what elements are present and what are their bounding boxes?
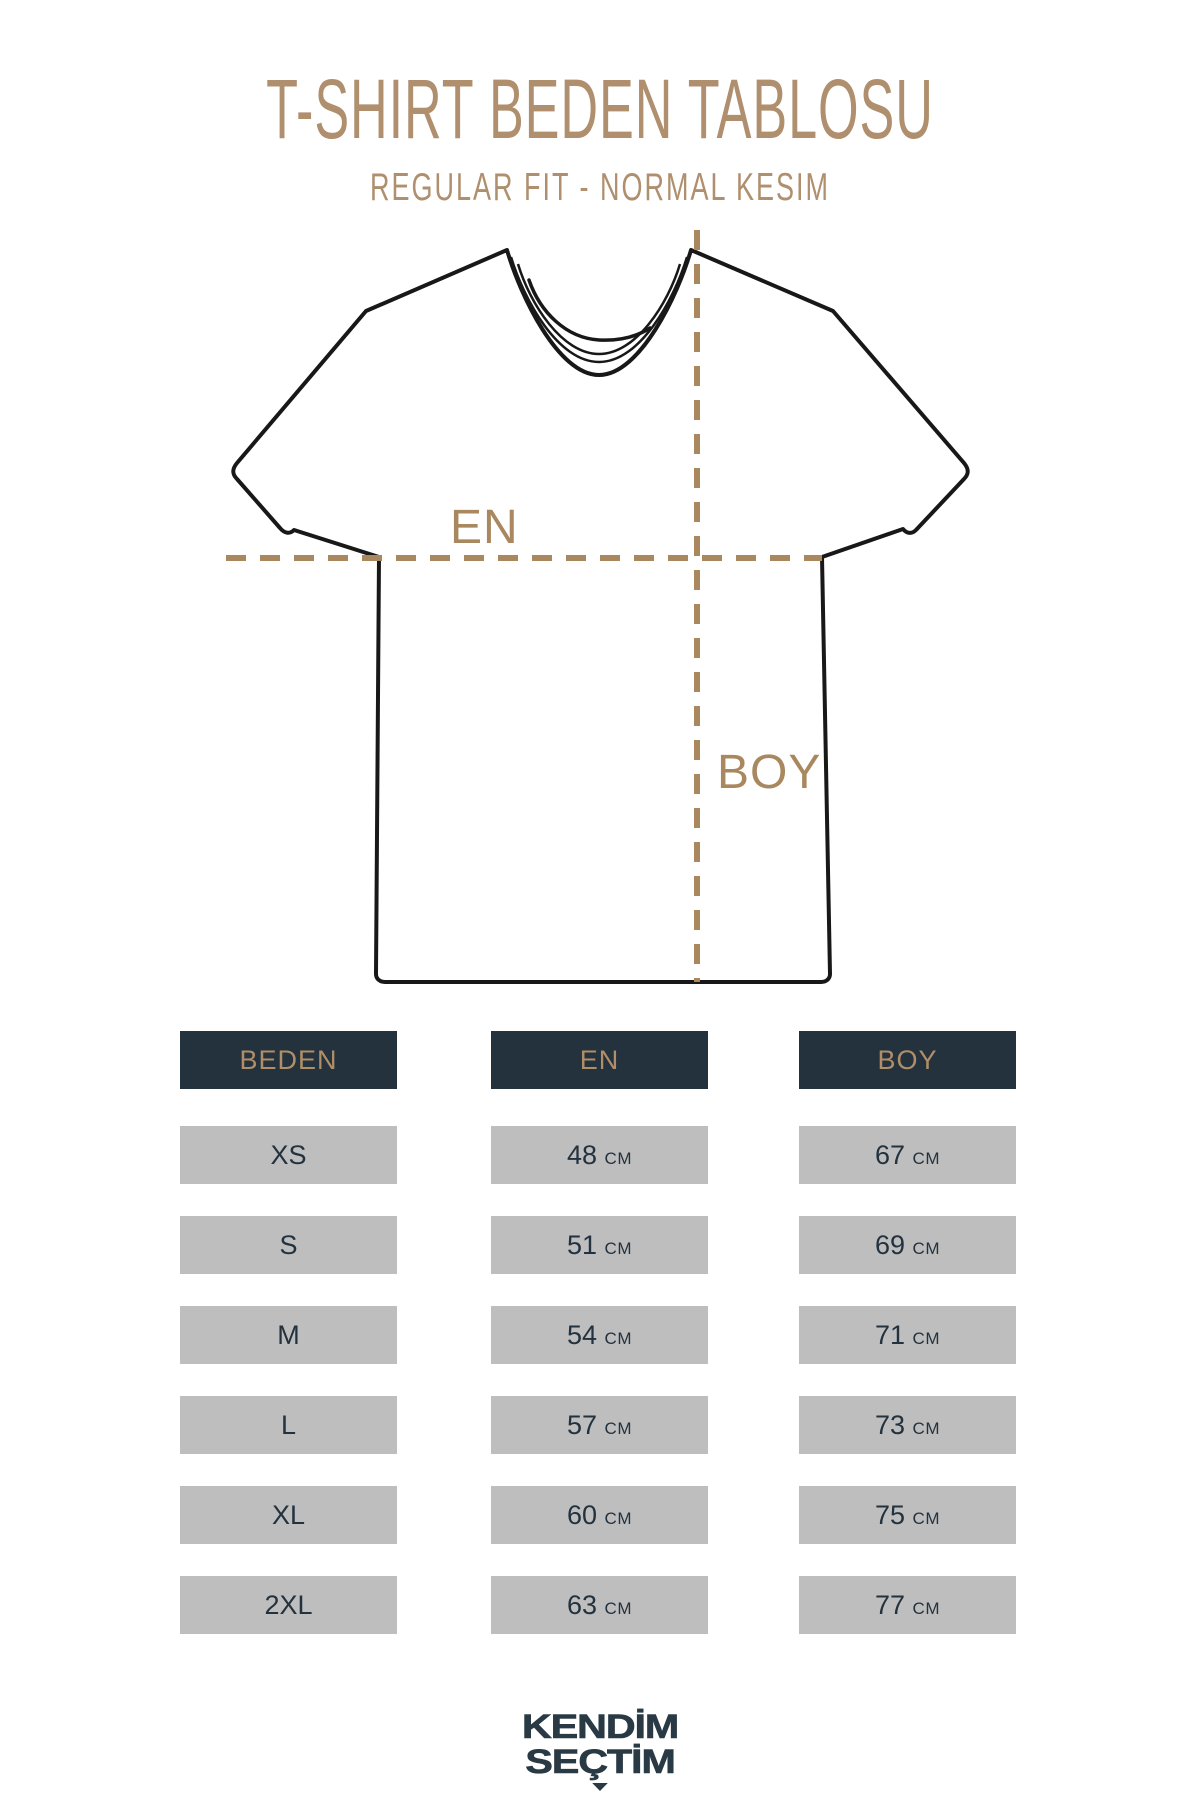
svg-text:EN: EN [450, 501, 519, 554]
svg-text:BOY: BOY [717, 746, 821, 799]
